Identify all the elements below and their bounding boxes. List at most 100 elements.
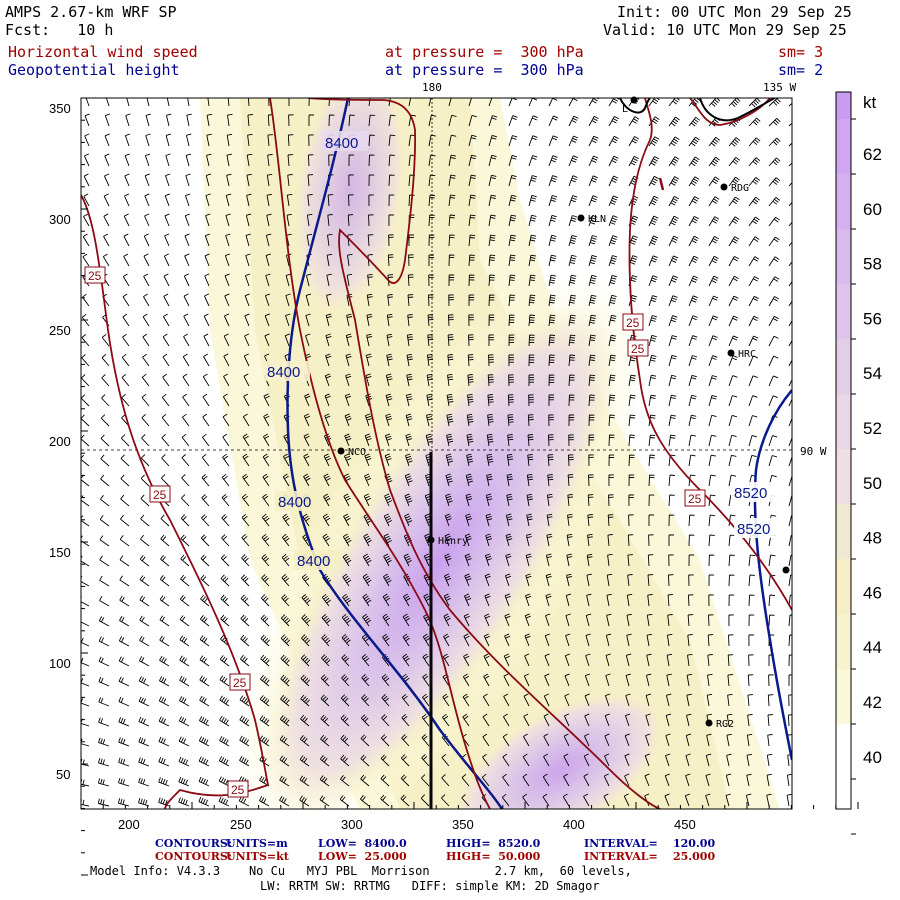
wind-barb [542, 773, 550, 787]
wind-barb [224, 273, 230, 287]
wind-barb [98, 717, 110, 727]
wind-barb [688, 235, 699, 247]
wind-barb [368, 214, 374, 227]
wind-barb [385, 393, 393, 407]
wind-barb [261, 554, 270, 567]
wind-barb [119, 615, 130, 627]
wind-barb [425, 413, 433, 427]
wind-barb [528, 254, 536, 267]
wind-barb [368, 154, 375, 167]
wind-barb [608, 175, 619, 187]
wind-barb [200, 594, 210, 607]
wind-barb [508, 274, 516, 287]
wind-barb [368, 174, 375, 187]
wind-barb [321, 593, 331, 607]
wind-barb [244, 273, 251, 287]
wind-barb [588, 195, 598, 207]
wind-barb [162, 333, 170, 347]
wind-barb [119, 555, 130, 567]
wind-barb [628, 235, 638, 247]
wind-barb [606, 613, 612, 627]
wind-barb [240, 574, 250, 587]
wind-barb [648, 235, 659, 247]
wind-barb [666, 633, 673, 647]
wind-barb [488, 334, 494, 347]
wind-barb [768, 137, 781, 147]
lon-label: 180 [422, 81, 442, 94]
wind-barb [746, 733, 753, 747]
wind-barb [201, 514, 210, 527]
wind-barb [768, 355, 779, 367]
wind-barb [505, 553, 512, 567]
wind-barb [242, 453, 250, 467]
wind-barb [120, 434, 130, 447]
wind-barb [279, 715, 290, 727]
height-label: 8400 [267, 364, 300, 381]
wind-barb [164, 233, 170, 247]
wind-barb [768, 296, 780, 307]
wind-barb [508, 234, 516, 247]
wind-barb [768, 236, 780, 247]
wind-barb [422, 633, 431, 647]
wind-barb [568, 334, 576, 347]
wind-barb [708, 474, 716, 487]
wind-barb [161, 454, 170, 467]
wind-barb [199, 695, 210, 707]
wind-barb [226, 153, 232, 167]
wind-barb [624, 773, 630, 787]
wind-barb [727, 674, 733, 687]
wind-barb [388, 194, 395, 207]
x-tick-label: 450 [674, 817, 696, 832]
wind-barb [508, 294, 515, 307]
wind-barb [603, 793, 610, 807]
wind-barb [708, 454, 717, 467]
wind-barb [305, 333, 311, 347]
wind-barb [708, 236, 719, 247]
wind-barb [768, 157, 781, 167]
wind-barb [488, 234, 496, 247]
wind-barb [748, 614, 755, 627]
wind-barb [218, 796, 230, 807]
wind-barb [424, 513, 433, 527]
wind-barb [607, 534, 613, 547]
wind-barb [568, 354, 576, 367]
wind-barb [441, 774, 450, 787]
station-marker [705, 719, 713, 727]
wind-barb [523, 693, 530, 707]
wind-barb [343, 453, 352, 467]
height-label: 8400 [278, 494, 311, 511]
wind-barb [448, 294, 454, 307]
wind-barb [708, 574, 715, 587]
wind-barb [140, 454, 150, 467]
wind-barb [265, 273, 271, 287]
wind-barb [145, 133, 151, 147]
wind-barb [158, 736, 170, 747]
wind-barb [527, 434, 534, 447]
wind-barb [748, 454, 757, 467]
wind-barb [227, 98, 230, 107]
wind-barb [608, 255, 618, 267]
wind-barb [341, 654, 350, 667]
wind-barb [247, 114, 253, 127]
wind-barb [241, 513, 250, 527]
wind-barb [527, 454, 534, 467]
wind-barb [543, 693, 550, 707]
wind-barb [426, 373, 433, 387]
wind-barb [467, 393, 474, 407]
wind-barb [463, 633, 470, 647]
wind-barb [668, 275, 678, 287]
wind-barb [465, 473, 474, 487]
wind-barb [522, 753, 530, 767]
wind-barb [282, 473, 290, 487]
wind-barb [382, 633, 390, 647]
x-tick-label: 350 [452, 817, 474, 832]
wind-barb [668, 295, 678, 307]
wind-barb [380, 774, 390, 787]
wind-barb [708, 295, 719, 307]
wind-barb [748, 434, 758, 447]
wind-barb [505, 513, 513, 527]
wind-barb [342, 593, 352, 607]
speed-label: 25 [626, 316, 640, 330]
wind-barb [428, 174, 436, 187]
